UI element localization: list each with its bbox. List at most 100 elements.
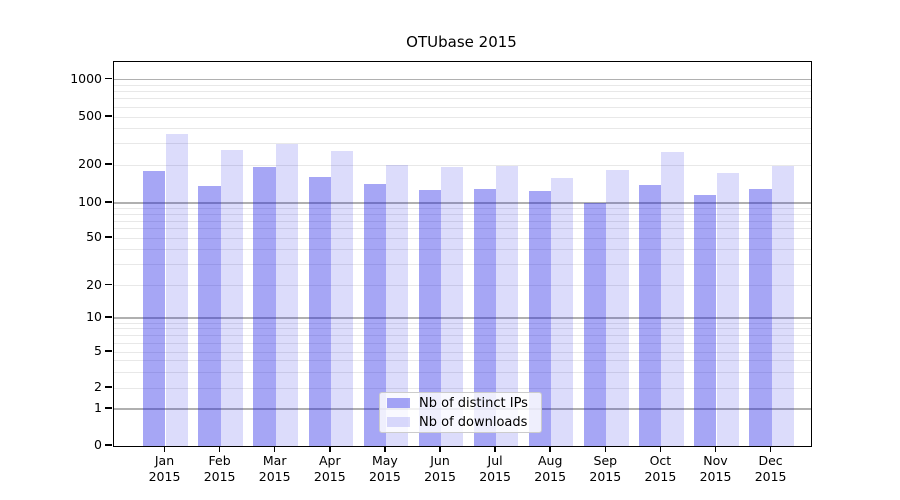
y-axis-tick-label: 1000 bbox=[70, 70, 102, 86]
bar-distinct-ips-sep bbox=[584, 203, 607, 446]
bar-downloads-aug bbox=[551, 177, 574, 446]
bar-downloads-mar bbox=[275, 144, 298, 446]
x-axis-tick-label-line: Apr bbox=[318, 453, 341, 468]
x-axis-tick-label-line: 2015 bbox=[424, 469, 456, 484]
minor-gridline bbox=[114, 116, 811, 118]
x-axis-tick-label: Oct 2015 bbox=[628, 453, 692, 485]
bar-downloads-dec bbox=[771, 165, 794, 446]
x-axis-tick-label-line: Nov bbox=[703, 453, 728, 468]
y-axis-tick bbox=[105, 77, 112, 80]
minor-gridline bbox=[114, 263, 811, 265]
major-gridline bbox=[114, 317, 811, 319]
x-axis-tick-label-line: 2015 bbox=[479, 469, 511, 484]
y-axis-tick-label: 200 bbox=[78, 156, 102, 171]
minor-gridline bbox=[114, 322, 811, 324]
bar-distinct-ips-apr bbox=[308, 176, 331, 446]
minor-gridline bbox=[114, 334, 811, 336]
x-axis-tick-label: Jul 2015 bbox=[463, 453, 527, 485]
x-axis-tick-label: May 2015 bbox=[353, 453, 417, 485]
bar-downloads-sep bbox=[606, 169, 629, 446]
y-axis-tick bbox=[105, 444, 112, 446]
y-axis-tick-label: 20 bbox=[86, 276, 102, 292]
legend-swatch-distinct-ips bbox=[387, 398, 410, 408]
major-gridline bbox=[114, 78, 811, 81]
minor-gridline bbox=[114, 342, 811, 344]
legend-item-downloads: Nb of downloads bbox=[387, 415, 541, 430]
x-axis-tick-label: Jan 2015 bbox=[133, 453, 197, 485]
y-axis-tick bbox=[105, 201, 112, 203]
minor-gridline bbox=[114, 84, 811, 86]
y-axis-tick bbox=[105, 407, 112, 409]
minor-gridline bbox=[114, 285, 811, 286]
x-axis-tick-label-line: Oct bbox=[649, 453, 672, 468]
bar-downloads-feb bbox=[220, 149, 243, 446]
minor-gridline bbox=[114, 328, 811, 330]
minor-gridline bbox=[114, 143, 811, 145]
legend-label-downloads: Nb of downloads bbox=[419, 414, 528, 430]
x-axis-tick-label-line: 2015 bbox=[148, 469, 181, 484]
x-axis-tick-label: Dec 2015 bbox=[739, 453, 803, 485]
minor-gridline bbox=[114, 220, 811, 222]
bar-distinct-ips-jun bbox=[418, 190, 441, 446]
minor-gridline bbox=[114, 360, 811, 362]
minor-gridline bbox=[114, 98, 811, 100]
chart-title: OTUbase 2015 bbox=[406, 33, 517, 51]
x-axis-tick-label: Nov 2015 bbox=[684, 453, 748, 485]
y-axis-tick bbox=[105, 316, 112, 318]
bar-downloads-oct bbox=[661, 152, 684, 446]
bar-downloads-apr bbox=[330, 150, 354, 446]
bar-downloads-jan bbox=[165, 133, 188, 446]
y-axis-tick-label: 100 bbox=[78, 194, 102, 209]
legend-swatch-downloads bbox=[387, 417, 410, 427]
minor-gridline bbox=[114, 91, 811, 93]
x-axis-tick-label-line: Jun bbox=[430, 453, 450, 468]
x-axis-tick-label-line: 2015 bbox=[368, 469, 401, 484]
legend-label-distinct-ips: Nb of distinct IPs bbox=[419, 395, 528, 411]
minor-gridline bbox=[114, 228, 811, 230]
minor-gridline bbox=[114, 106, 811, 108]
minor-gridline bbox=[114, 207, 811, 209]
x-axis-tick bbox=[273, 446, 276, 452]
x-axis-tick-label-line: Dec bbox=[758, 453, 783, 468]
minor-gridline bbox=[114, 351, 811, 353]
y-axis-tick-label: 1 bbox=[94, 400, 102, 415]
x-axis-tick-label-line: 2015 bbox=[699, 469, 732, 484]
y-axis-tick bbox=[105, 386, 112, 388]
x-axis-tick-label: Aug 2015 bbox=[518, 453, 582, 485]
minor-gridline bbox=[114, 237, 811, 239]
x-axis-tick-label-line: May bbox=[371, 453, 398, 468]
bar-downloads-nov bbox=[716, 172, 739, 446]
bar-distinct-ips-may bbox=[363, 183, 386, 446]
legend-item-distinct-ips: Nb of distinct IPs bbox=[387, 396, 541, 411]
minor-gridline bbox=[114, 249, 811, 251]
x-axis-tick-label: Feb 2015 bbox=[188, 453, 252, 485]
x-axis-tick bbox=[494, 446, 496, 452]
y-axis-tick bbox=[105, 350, 112, 352]
x-axis-tick-label: Mar 2015 bbox=[243, 453, 307, 485]
x-axis-tick-label-line: 2015 bbox=[258, 469, 291, 484]
x-axis-tick bbox=[659, 446, 662, 452]
x-axis-tick bbox=[769, 446, 772, 452]
x-axis-tick bbox=[714, 446, 717, 452]
x-axis-tick-label-line: Aug bbox=[537, 453, 563, 468]
y-axis-tick-label: 5 bbox=[94, 343, 102, 358]
x-axis-tick-label-line: 2015 bbox=[534, 469, 567, 484]
y-axis-tick bbox=[105, 163, 112, 165]
x-axis-tick-label-line: Mar bbox=[262, 453, 287, 468]
x-axis-tick-label-line: 2015 bbox=[313, 469, 346, 484]
bar-distinct-ips-oct bbox=[639, 185, 662, 446]
x-axis-tick-label-line: Feb bbox=[208, 453, 231, 468]
x-axis-tick bbox=[604, 446, 607, 452]
bar-downloads-may bbox=[385, 165, 409, 446]
x-axis-tick-label: Sep 2015 bbox=[573, 453, 637, 485]
legend: Nb of distinct IPs Nb of downloads bbox=[379, 392, 542, 433]
major-gridline bbox=[114, 202, 811, 204]
bar-distinct-ips-dec bbox=[749, 189, 772, 446]
bar-distinct-ips-mar bbox=[253, 166, 276, 446]
minor-gridline bbox=[114, 128, 811, 130]
y-axis-tick-label: 2 bbox=[94, 379, 102, 394]
x-axis-tick bbox=[329, 446, 331, 452]
bar-distinct-ips-jul bbox=[473, 188, 497, 446]
x-axis-tick bbox=[218, 446, 221, 452]
